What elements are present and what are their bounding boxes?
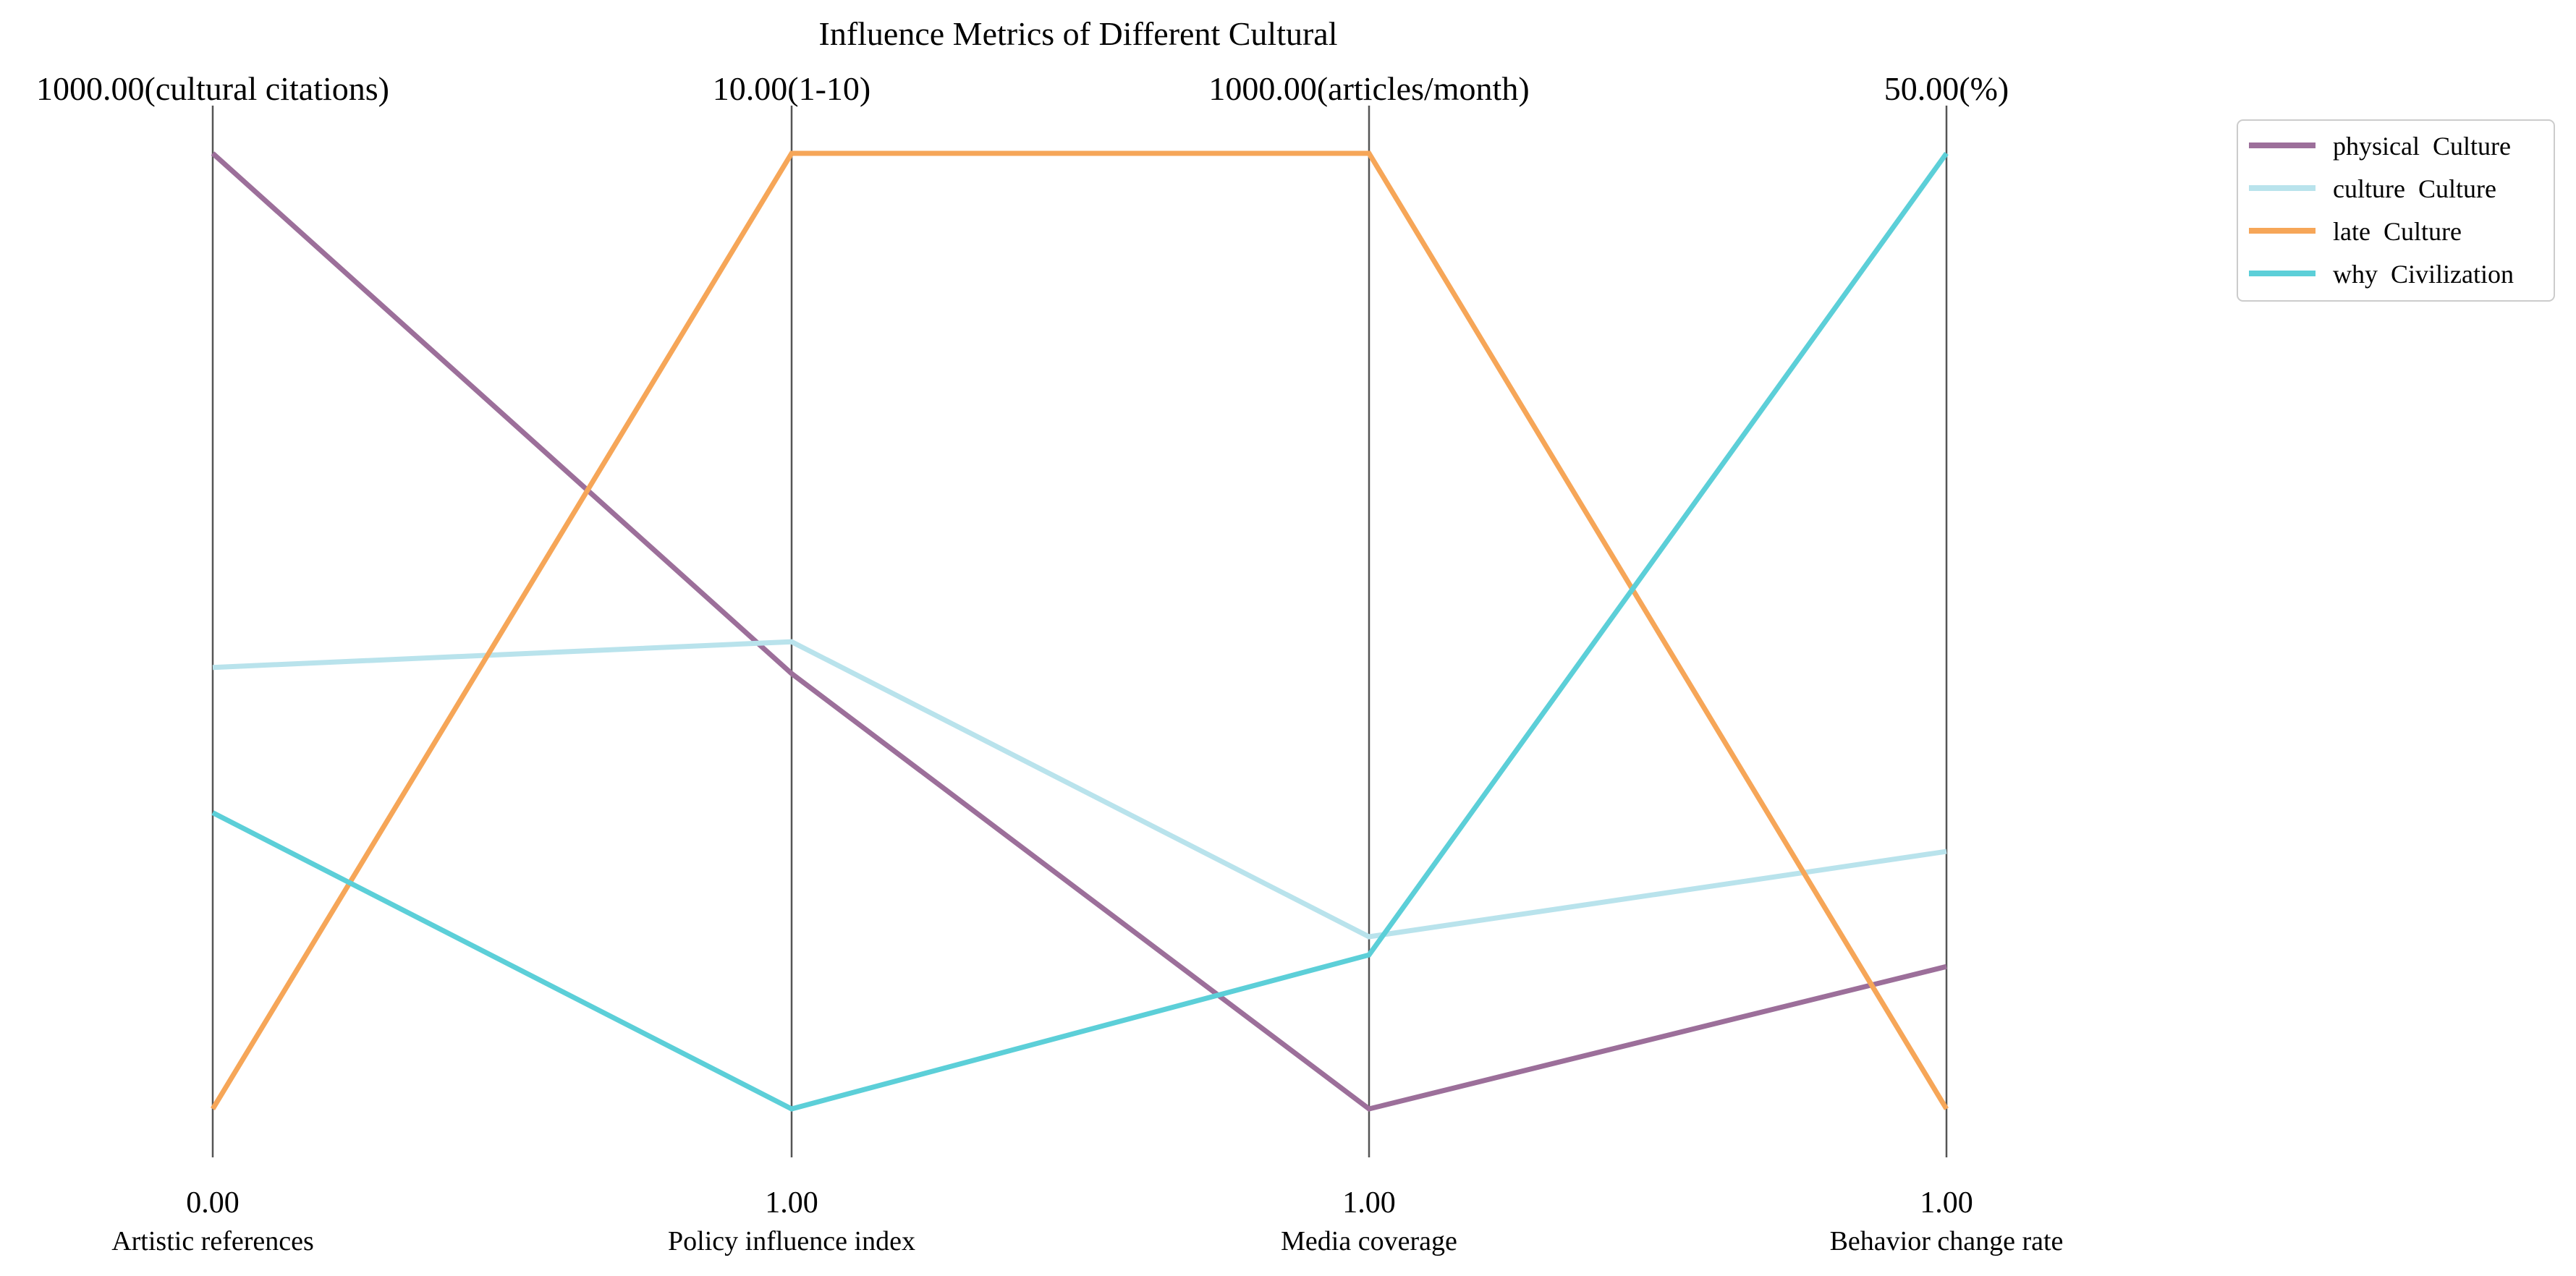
series-line bbox=[211, 151, 1949, 1112]
axis-min-label: 0.00 bbox=[186, 1186, 240, 1220]
axis-name-label: Behavior change rate bbox=[1830, 1226, 2064, 1256]
series-line bbox=[211, 151, 1947, 1112]
axis-max-label: 10.00(1-10) bbox=[713, 70, 870, 107]
axis-name-label: Media coverage bbox=[1281, 1226, 1457, 1256]
series-line bbox=[211, 150, 1949, 1110]
axes-group: 1000.00(cultural citations) 0.00 Artistic … bbox=[36, 70, 2063, 1256]
axis-min-label: 1.00 bbox=[1342, 1186, 1396, 1220]
axis-min-label: 1.00 bbox=[765, 1186, 818, 1220]
legend-label: late Culture bbox=[2333, 217, 2462, 246]
series-group bbox=[211, 150, 1949, 1112]
axis-max-label: 1000.00(cultural citations) bbox=[36, 70, 389, 107]
axis-name-label: Policy influence index bbox=[668, 1226, 915, 1256]
series-line bbox=[212, 639, 1947, 940]
axis-max-label: 50.00(%) bbox=[1884, 70, 2009, 107]
legend: physical Culture culture Culture late Cult… bbox=[2237, 119, 2555, 302]
legend-label: why Civilization bbox=[2333, 260, 2514, 289]
axis-name-label: Artistic references bbox=[111, 1226, 314, 1256]
legend-label: physical Culture bbox=[2333, 132, 2511, 161]
chart-title: Influence Metrics of Different Cultural bbox=[819, 15, 1338, 52]
axis-max-label: 1000.00(articles/month) bbox=[1208, 70, 1529, 107]
axis-min-label: 1.00 bbox=[1920, 1186, 1973, 1220]
legend-label: culture Culture bbox=[2333, 174, 2496, 203]
legend-box bbox=[2237, 119, 2555, 302]
